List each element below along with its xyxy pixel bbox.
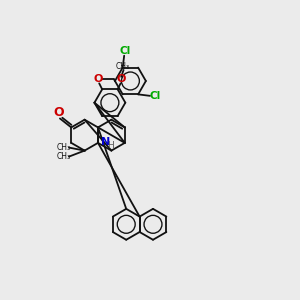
Text: CH₃: CH₃: [56, 143, 70, 152]
Text: N: N: [101, 137, 110, 147]
Text: CH₃: CH₃: [56, 152, 70, 161]
Text: CH₃: CH₃: [116, 61, 130, 70]
Text: H: H: [107, 141, 114, 150]
Text: O: O: [94, 74, 103, 85]
Text: O: O: [53, 106, 64, 119]
Text: O: O: [116, 74, 126, 85]
Text: Cl: Cl: [150, 92, 161, 101]
Text: Cl: Cl: [119, 46, 131, 56]
